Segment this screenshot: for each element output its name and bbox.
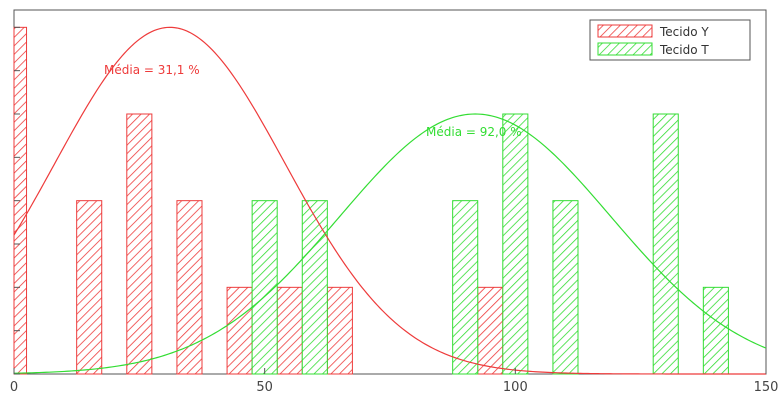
bar-tecido-t-2 — [452, 200, 479, 375]
x-tick-label-2: 100 — [503, 380, 528, 395]
legend-label-tecido-y: Tecido Y — [659, 25, 709, 39]
bar-tecido-y-5 — [276, 286, 303, 375]
bar-tecido-t-5 — [652, 113, 679, 375]
bar-tecido-y-7 — [477, 286, 504, 375]
bar-tecido-t-1 — [301, 200, 328, 375]
bar-tecido-y-6 — [326, 286, 353, 375]
curves-layer — [13, 26, 767, 375]
bar-tecido-y-1 — [76, 200, 103, 375]
x-tick-label-1: 50 — [256, 380, 273, 395]
bars-layer — [13, 26, 729, 375]
bar-tecido-y-2 — [126, 113, 153, 375]
bar-tecido-t-6 — [702, 286, 729, 375]
legend-label-tecido-t: Tecido T — [659, 43, 709, 57]
x-tick-label-3: 150 — [754, 380, 779, 395]
legend: Tecido Y Tecido T — [589, 19, 751, 61]
bar-tecido-t-3 — [502, 113, 529, 375]
bar-tecido-t-4 — [552, 200, 579, 375]
bar-tecido-y-4 — [226, 286, 253, 375]
bar-tecido-y-3 — [176, 200, 203, 375]
bar-tecido-t-0 — [251, 200, 278, 375]
annotation-mean-tecido-y: Média = 31,1 % — [104, 63, 200, 77]
annotation-mean-tecido-t: Média = 92,0 % — [426, 125, 522, 139]
legend-swatch-tecido-y — [597, 24, 653, 38]
legend-swatch-tecido-t — [597, 42, 653, 56]
fit-curve-tecido-y — [13, 26, 766, 375]
axis-layer: 0 50 100 150 — [10, 26, 779, 395]
x-tick-label-0: 0 — [10, 380, 18, 395]
fit-curve-tecido-t — [13, 113, 767, 374]
